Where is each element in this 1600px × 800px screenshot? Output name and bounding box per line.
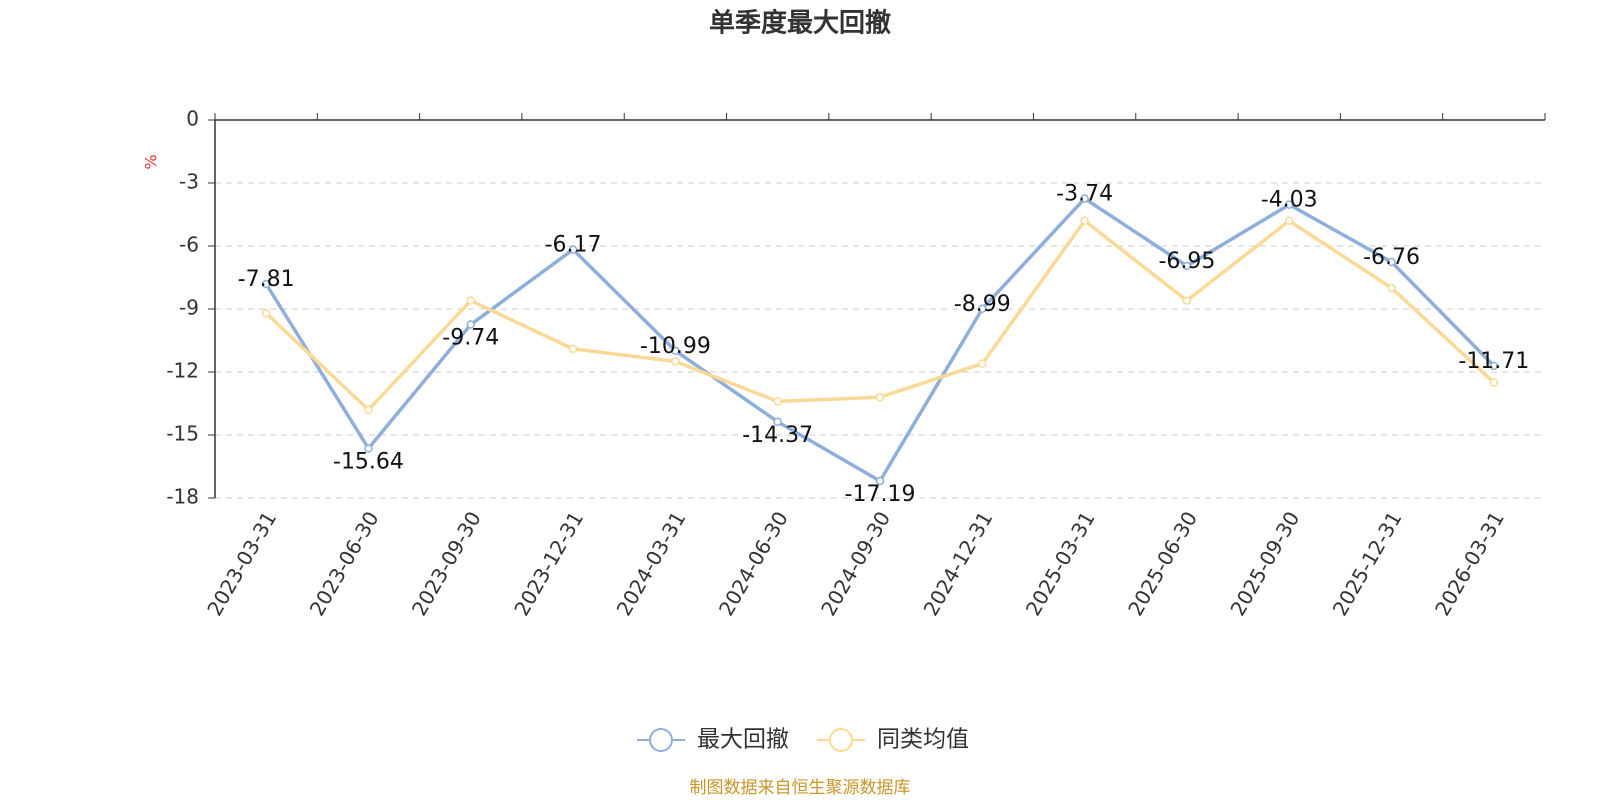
x-tick-label: 2023-03-31 [202, 507, 281, 620]
x-tick-label: 2025-03-31 [1021, 507, 1100, 620]
y-tick-label: -3 [179, 170, 199, 194]
series-line [264, 218, 1496, 413]
data-point [1489, 378, 1499, 387]
chart-title: 单季度最大回撤 [709, 8, 891, 39]
data-label: -9.74 [442, 326, 499, 351]
x-tick-label: 2025-06-30 [1123, 507, 1202, 620]
source-note: 制图数据来自恒生聚源数据库 [690, 778, 911, 798]
data-label: -11.71 [1458, 349, 1529, 374]
data-label: -6.17 [545, 233, 602, 258]
x-tick-label: 2025-09-30 [1225, 507, 1304, 620]
data-label: -4.03 [1261, 188, 1318, 213]
data-point [773, 417, 782, 427]
y-tick-label: -9 [179, 296, 199, 320]
data-label: -17.19 [845, 482, 916, 507]
data-point [261, 308, 271, 318]
y-tick-label: -18 [166, 485, 199, 509]
data-point [1182, 261, 1192, 271]
x-tick-label: 2026-03-31 [1430, 507, 1509, 620]
data-point [671, 357, 680, 366]
data-label: -7.81 [238, 267, 295, 292]
data-label: -6.95 [1158, 249, 1215, 274]
x-tick-label: 2024-03-31 [612, 507, 691, 620]
data-point [1387, 257, 1396, 267]
data-point [875, 392, 885, 402]
data-point [978, 359, 987, 368]
data-point [1080, 216, 1089, 226]
data-point [773, 397, 782, 406]
data-point [466, 320, 476, 329]
data-point [671, 346, 680, 356]
data-point [364, 405, 373, 415]
y-axis-label: % [142, 154, 161, 169]
legend-item: 同类均值 [817, 727, 969, 753]
x-tick-label: 2023-06-30 [305, 507, 384, 620]
data-label: -3.74 [1056, 182, 1113, 207]
legend-label: 同类均值 [877, 727, 969, 753]
data-point [1489, 361, 1499, 371]
x-tick-label: 2024-09-30 [816, 507, 895, 620]
y-tick-label: -6 [179, 233, 199, 257]
x-tick-label: 2025-12-31 [1328, 507, 1407, 620]
y-tick-label: -12 [166, 359, 199, 383]
x-tick-label: 2023-12-31 [509, 507, 588, 620]
data-label: -6.76 [1363, 245, 1420, 270]
data-label: -14.37 [742, 423, 813, 448]
data-point [1284, 200, 1294, 209]
data-point [1387, 283, 1396, 293]
y-tick-label: -15 [166, 422, 199, 446]
y-tick-label: 0 [186, 107, 199, 131]
x-tick-label: 2024-06-30 [714, 507, 793, 620]
data-label: -10.99 [640, 334, 711, 359]
data-point [466, 296, 476, 305]
x-tick-label: 2024-12-31 [918, 507, 997, 620]
data-point [1284, 216, 1294, 226]
x-tick-label: 2023-09-30 [407, 507, 486, 620]
data-point [568, 245, 578, 254]
legend-item: 最大回撤 [637, 727, 789, 753]
data-label: -8.99 [954, 292, 1011, 317]
data-point [1182, 296, 1192, 305]
legend-symbol [829, 728, 853, 752]
legend-label: 最大回撤 [697, 727, 789, 753]
legend-symbol [649, 728, 673, 752]
data-point [261, 279, 271, 289]
data-point [1080, 194, 1089, 203]
data-point [568, 344, 578, 354]
data-point [875, 476, 885, 486]
data-point [978, 304, 987, 314]
data-label: -15.64 [333, 449, 404, 474]
data-point [364, 444, 373, 453]
